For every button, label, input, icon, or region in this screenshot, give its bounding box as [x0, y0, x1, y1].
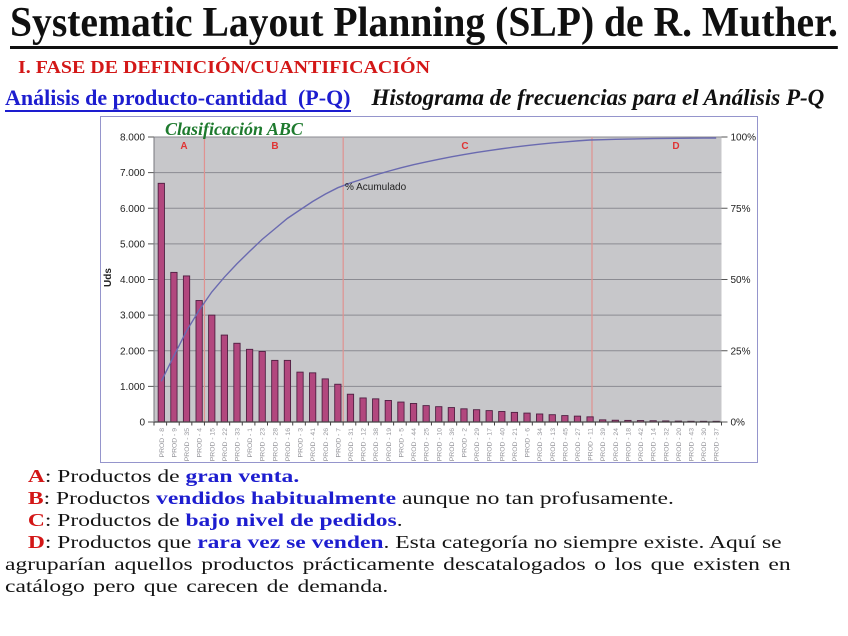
svg-text:25%: 25% — [731, 346, 751, 357]
svg-text:PROD - 37: PROD - 37 — [714, 428, 721, 461]
svg-text:D: D — [672, 141, 679, 152]
svg-text:6.000: 6.000 — [120, 204, 145, 215]
svg-text:PROD - 15: PROD - 15 — [209, 428, 216, 461]
svg-text:PROD - 10: PROD - 10 — [436, 428, 443, 461]
svg-text:PROD - 27: PROD - 27 — [575, 428, 582, 461]
svg-text:PROD - 43: PROD - 43 — [688, 428, 695, 461]
svg-text:PROD - 25: PROD - 25 — [424, 428, 431, 461]
svg-text:PROD - 4: PROD - 4 — [197, 428, 204, 458]
svg-text:100%: 100% — [731, 133, 757, 144]
svg-text:PROD - 1: PROD - 1 — [247, 428, 254, 458]
svg-text:A: A — [180, 141, 187, 152]
svg-text:PROD - 29: PROD - 29 — [474, 428, 481, 461]
svg-text:PROD - 13: PROD - 13 — [550, 428, 557, 461]
svg-text:8.000: 8.000 — [120, 133, 145, 144]
svg-text:C: C — [461, 141, 468, 152]
svg-text:PROD - 35: PROD - 35 — [184, 428, 191, 461]
svg-text:PROD - 31: PROD - 31 — [348, 428, 355, 461]
svg-text:0%: 0% — [731, 418, 746, 429]
svg-text:7.000: 7.000 — [120, 168, 145, 179]
svg-text:PROD - 45: PROD - 45 — [562, 428, 569, 461]
svg-text:PROD - 22: PROD - 22 — [222, 428, 229, 461]
svg-text:Clasificación ABC: Clasificación ABC — [165, 119, 304, 139]
svg-text:PROD - 3: PROD - 3 — [298, 428, 305, 458]
svg-text:PROD - 41: PROD - 41 — [310, 428, 317, 461]
svg-text:PROD - 21: PROD - 21 — [512, 428, 519, 461]
svg-text:PROD - 30: PROD - 30 — [701, 428, 708, 461]
svg-text:75%: 75% — [731, 204, 751, 215]
svg-text:PROD - 23: PROD - 23 — [260, 428, 267, 461]
svg-text:Uds: Uds — [103, 268, 114, 287]
svg-text:PROD - 36: PROD - 36 — [449, 428, 456, 461]
svg-text:PROD - 16: PROD - 16 — [285, 428, 292, 461]
svg-text:% Acumulado: % Acumulado — [345, 182, 407, 193]
svg-text:PROD - 9: PROD - 9 — [171, 428, 178, 458]
svg-text:50%: 50% — [731, 275, 751, 286]
svg-text:0: 0 — [139, 418, 145, 429]
svg-text:PROD - 17: PROD - 17 — [487, 428, 494, 461]
svg-text:PROD - 44: PROD - 44 — [411, 428, 418, 461]
svg-text:PROD - 28: PROD - 28 — [272, 428, 279, 461]
svg-text:PROD - 14: PROD - 14 — [651, 428, 658, 461]
svg-text:PROD - 33: PROD - 33 — [234, 428, 241, 461]
svg-text:PROD - 24: PROD - 24 — [613, 428, 620, 461]
svg-text:5.000: 5.000 — [120, 239, 145, 250]
svg-text:PROD - 5: PROD - 5 — [398, 428, 405, 458]
svg-text:PROD - 8: PROD - 8 — [159, 428, 166, 458]
svg-text:B: B — [271, 141, 278, 152]
svg-text:PROD - 34: PROD - 34 — [537, 428, 544, 461]
svg-text:1.000: 1.000 — [120, 382, 145, 393]
svg-text:PROD - 11: PROD - 11 — [588, 428, 595, 461]
svg-text:3.000: 3.000 — [120, 311, 145, 322]
svg-text:PROD - 12: PROD - 12 — [361, 428, 368, 461]
svg-text:PROD - 2: PROD - 2 — [461, 428, 468, 458]
svg-text:PROD - 19: PROD - 19 — [386, 428, 393, 461]
svg-text:PROD - 42: PROD - 42 — [638, 428, 645, 461]
svg-text:4.000: 4.000 — [120, 275, 145, 286]
svg-text:PROD - 7: PROD - 7 — [335, 428, 342, 458]
svg-text:PROD - 26: PROD - 26 — [323, 428, 330, 461]
svg-text:PROD - 20: PROD - 20 — [676, 428, 683, 461]
svg-text:PROD - 38: PROD - 38 — [373, 428, 380, 461]
svg-text:PROD - 32: PROD - 32 — [663, 428, 670, 461]
svg-text:PROD - 18: PROD - 18 — [625, 428, 632, 461]
svg-text:2.000: 2.000 — [120, 346, 145, 357]
svg-text:PROD - 6: PROD - 6 — [525, 428, 532, 458]
svg-text:PROD - 40: PROD - 40 — [499, 428, 506, 461]
svg-text:PROD - 39: PROD - 39 — [600, 428, 607, 461]
